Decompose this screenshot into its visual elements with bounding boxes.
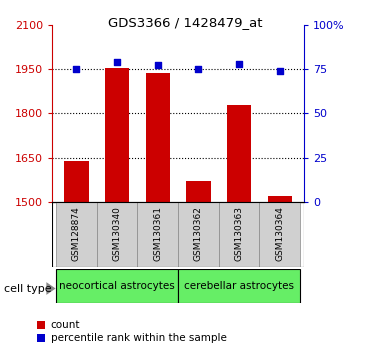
FancyBboxPatch shape [178, 202, 219, 267]
Bar [227, 105, 251, 202]
Bar [37, 321, 45, 329]
Point [196, 66, 201, 72]
Text: GSM130340: GSM130340 [112, 206, 122, 261]
Text: cell type: cell type [4, 284, 51, 293]
Text: neocortical astrocytes: neocortical astrocytes [59, 281, 175, 291]
Text: GSM130361: GSM130361 [153, 206, 162, 261]
Bar [145, 73, 170, 202]
Text: GSM130362: GSM130362 [194, 206, 203, 261]
Point [73, 66, 79, 72]
FancyBboxPatch shape [219, 202, 259, 267]
Polygon shape [46, 282, 56, 295]
Bar [64, 161, 89, 202]
Bar [178, 269, 300, 303]
Bar [105, 68, 129, 202]
FancyBboxPatch shape [137, 202, 178, 267]
Bar [37, 334, 45, 342]
FancyBboxPatch shape [259, 202, 300, 267]
Bar [267, 196, 292, 202]
Text: percentile rank within the sample: percentile rank within the sample [51, 333, 227, 343]
Text: GSM130364: GSM130364 [275, 206, 284, 261]
Text: GSM128874: GSM128874 [72, 206, 81, 261]
Text: GDS3366 / 1428479_at: GDS3366 / 1428479_at [108, 16, 263, 29]
Text: count: count [51, 320, 81, 330]
FancyBboxPatch shape [56, 202, 97, 267]
Point [155, 63, 161, 68]
Text: GSM130363: GSM130363 [234, 206, 244, 261]
Bar [56, 269, 178, 303]
Bar [186, 181, 211, 202]
Text: cerebellar astrocytes: cerebellar astrocytes [184, 281, 294, 291]
Point [236, 61, 242, 67]
Point [114, 59, 120, 65]
FancyBboxPatch shape [97, 202, 137, 267]
Point [277, 68, 283, 74]
